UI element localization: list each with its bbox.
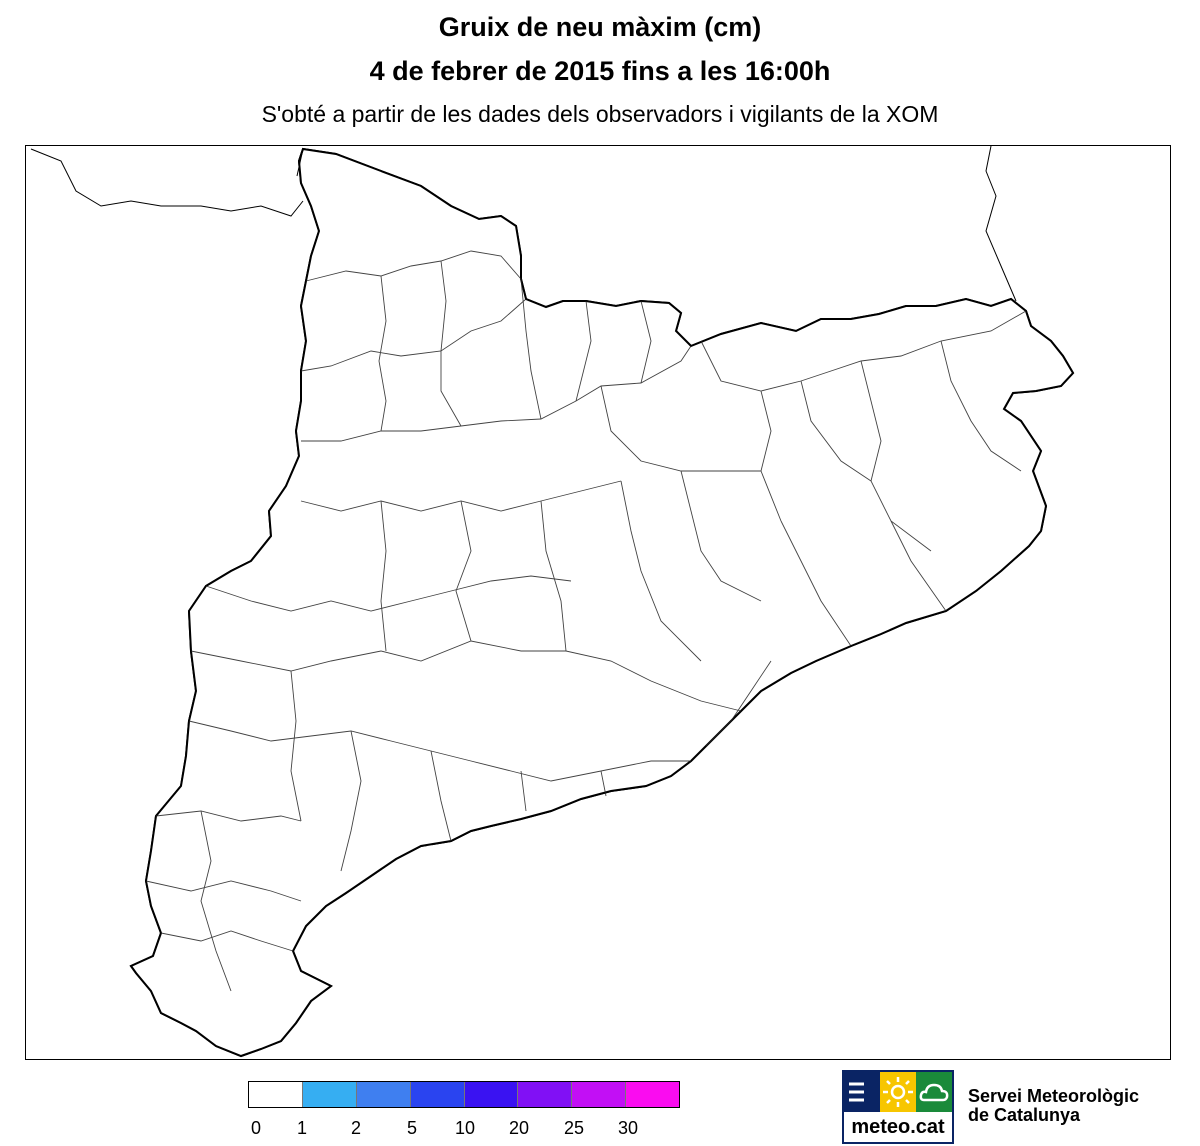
- organization-line2: de Catalunya: [968, 1105, 1081, 1125]
- cloud-icon: [916, 1072, 952, 1112]
- legend-tick: 20: [508, 1118, 530, 1138]
- legend-swatch: [410, 1082, 465, 1107]
- legend-swatch: [302, 1082, 357, 1107]
- border-line: [30, 146, 1017, 302]
- map-date: 4 de febrer de 2015 fins a les 16:00h: [369, 56, 831, 86]
- legend-swatch: [464, 1082, 519, 1107]
- logo-name: meteo.cat: [844, 1112, 952, 1142]
- organization-line1: Servei Meteorològic: [968, 1086, 1140, 1106]
- meteocat-logo: meteo.cat: [842, 1070, 954, 1144]
- map-title: Gruix de neu màxim (cm): [438, 12, 762, 42]
- legend-swatch: [572, 1082, 627, 1107]
- legend-swatch: [249, 1082, 303, 1107]
- legend-colorbar: [248, 1081, 680, 1108]
- legend-swatch: [356, 1082, 411, 1107]
- legend-tick: 25: [563, 1118, 585, 1138]
- legend-tick: 2: [350, 1118, 362, 1138]
- legend-swatch: [626, 1082, 679, 1107]
- comarca-boundaries: [145, 250, 1027, 992]
- legend-tick: 10: [454, 1118, 476, 1138]
- menu-lines-icon: [844, 1072, 880, 1112]
- legend-tick: 5: [406, 1118, 418, 1138]
- legend-tick: 0: [250, 1118, 262, 1138]
- organization-name: Servei Meteorològic de Catalunya: [968, 1087, 1139, 1125]
- sun-icon: [880, 1072, 916, 1112]
- map-subtitle: S'obté a partir de les dades dels observ…: [261, 101, 939, 127]
- legend-tick: 30: [617, 1118, 639, 1138]
- legend-tick: 1: [296, 1118, 308, 1138]
- map-panel: [25, 145, 1171, 1060]
- legend-swatch: [518, 1082, 573, 1107]
- snow-depth-map: [30, 146, 1075, 1058]
